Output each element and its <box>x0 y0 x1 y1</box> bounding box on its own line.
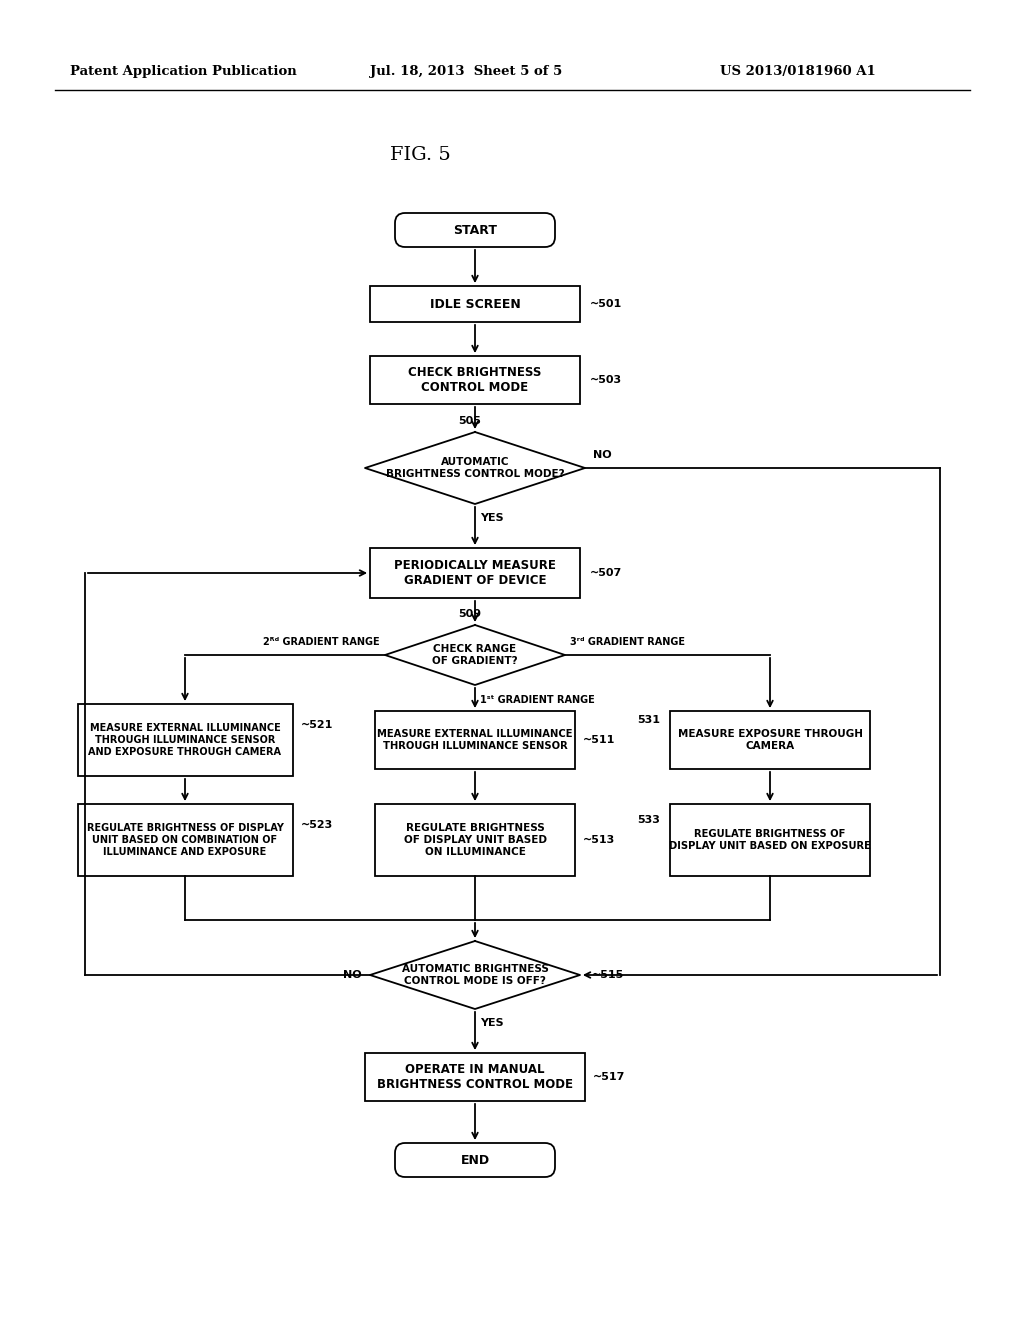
Text: END: END <box>461 1154 489 1167</box>
Text: Patent Application Publication: Patent Application Publication <box>70 66 297 78</box>
Text: ~515: ~515 <box>592 970 625 979</box>
Text: MEASURE EXPOSURE THROUGH
CAMERA: MEASURE EXPOSURE THROUGH CAMERA <box>678 729 862 751</box>
Text: 505: 505 <box>459 416 481 426</box>
Text: ~501: ~501 <box>590 300 623 309</box>
Text: CHECK RANGE
OF GRADIENT?: CHECK RANGE OF GRADIENT? <box>432 644 518 665</box>
Text: NO: NO <box>343 970 362 979</box>
Text: US 2013/0181960 A1: US 2013/0181960 A1 <box>720 66 876 78</box>
Text: ~517: ~517 <box>593 1072 626 1082</box>
Text: 509: 509 <box>459 609 481 619</box>
Text: AUTOMATIC
BRIGHTNESS CONTROL MODE?: AUTOMATIC BRIGHTNESS CONTROL MODE? <box>386 457 564 479</box>
Text: 533: 533 <box>637 814 660 825</box>
FancyBboxPatch shape <box>370 286 580 322</box>
Text: 2ᴿᵈ GRADIENT RANGE: 2ᴿᵈ GRADIENT RANGE <box>263 638 380 647</box>
Text: NO: NO <box>593 450 611 459</box>
Text: REGULATE BRIGHTNESS OF
DISPLAY UNIT BASED ON EXPOSURE: REGULATE BRIGHTNESS OF DISPLAY UNIT BASE… <box>669 829 871 851</box>
Text: ~511: ~511 <box>583 735 615 744</box>
Text: REGULATE BRIGHTNESS OF DISPLAY
UNIT BASED ON COMBINATION OF
ILLUMINANCE AND EXPO: REGULATE BRIGHTNESS OF DISPLAY UNIT BASE… <box>87 824 284 857</box>
Text: 1ˢᵗ GRADIENT RANGE: 1ˢᵗ GRADIENT RANGE <box>480 696 595 705</box>
FancyBboxPatch shape <box>670 804 870 876</box>
FancyBboxPatch shape <box>670 711 870 770</box>
FancyBboxPatch shape <box>395 1143 555 1177</box>
Text: ~513: ~513 <box>583 836 615 845</box>
FancyBboxPatch shape <box>395 213 555 247</box>
Polygon shape <box>370 941 580 1008</box>
Text: MEASURE EXTERNAL ILLUMINANCE
THROUGH ILLUMINANCE SENSOR: MEASURE EXTERNAL ILLUMINANCE THROUGH ILL… <box>377 729 572 751</box>
Text: PERIODICALLY MEASURE
GRADIENT OF DEVICE: PERIODICALLY MEASURE GRADIENT OF DEVICE <box>394 558 556 587</box>
Text: OPERATE IN MANUAL
BRIGHTNESS CONTROL MODE: OPERATE IN MANUAL BRIGHTNESS CONTROL MOD… <box>377 1063 573 1092</box>
FancyBboxPatch shape <box>365 1053 585 1101</box>
FancyBboxPatch shape <box>370 548 580 598</box>
Text: START: START <box>453 223 497 236</box>
FancyBboxPatch shape <box>375 804 575 876</box>
FancyBboxPatch shape <box>370 356 580 404</box>
Text: YES: YES <box>480 513 504 523</box>
Text: YES: YES <box>480 1018 504 1028</box>
Text: CHECK BRIGHTNESS
CONTROL MODE: CHECK BRIGHTNESS CONTROL MODE <box>409 366 542 393</box>
FancyBboxPatch shape <box>78 804 293 876</box>
Polygon shape <box>365 432 585 504</box>
Text: REGULATE BRIGHTNESS
OF DISPLAY UNIT BASED
ON ILLUMINANCE: REGULATE BRIGHTNESS OF DISPLAY UNIT BASE… <box>403 824 547 857</box>
Text: AUTOMATIC BRIGHTNESS
CONTROL MODE IS OFF?: AUTOMATIC BRIGHTNESS CONTROL MODE IS OFF… <box>401 964 549 986</box>
Text: Jul. 18, 2013  Sheet 5 of 5: Jul. 18, 2013 Sheet 5 of 5 <box>370 66 562 78</box>
FancyBboxPatch shape <box>375 711 575 770</box>
Text: IDLE SCREEN: IDLE SCREEN <box>430 297 520 310</box>
Text: ~507: ~507 <box>590 568 623 578</box>
Text: 3ʳᵈ GRADIENT RANGE: 3ʳᵈ GRADIENT RANGE <box>570 638 685 647</box>
FancyBboxPatch shape <box>78 704 293 776</box>
Text: ~521: ~521 <box>300 719 333 730</box>
Text: 531: 531 <box>637 715 660 725</box>
Text: ~523: ~523 <box>300 820 333 830</box>
Text: ~503: ~503 <box>590 375 623 385</box>
Text: MEASURE EXTERNAL ILLUMINANCE
THROUGH ILLUMINANCE SENSOR
AND EXPOSURE THROUGH CAM: MEASURE EXTERNAL ILLUMINANCE THROUGH ILL… <box>88 723 282 756</box>
Text: FIG. 5: FIG. 5 <box>390 147 451 164</box>
Polygon shape <box>385 624 565 685</box>
